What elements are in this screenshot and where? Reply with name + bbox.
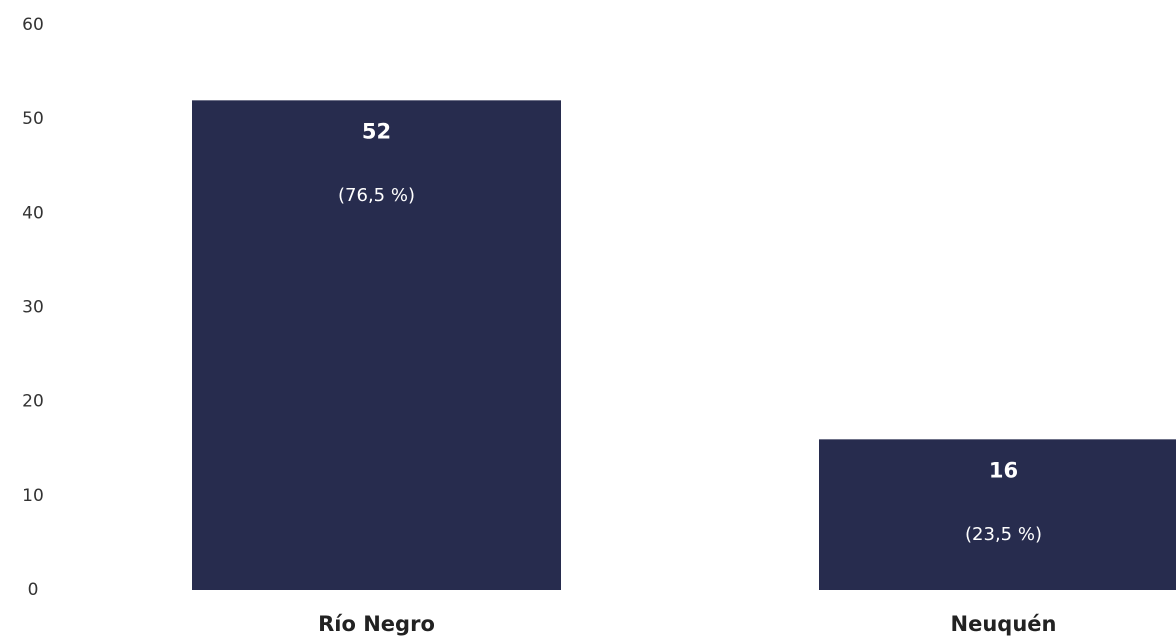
- bar: [192, 100, 561, 590]
- x-category-label: Río Negro: [318, 612, 435, 636]
- y-tick-label: 0: [28, 580, 39, 600]
- x-category-label: Neuquén: [951, 612, 1057, 636]
- bar-percent-label: (76,5 %): [338, 185, 415, 206]
- bar-value-label: 16: [989, 458, 1018, 482]
- y-tick-label: 60: [22, 15, 44, 35]
- bars: 52 (76,5 %) 16 (23,5 %): [192, 100, 1176, 590]
- bar-percent-label: (23,5 %): [965, 524, 1042, 545]
- y-axis: 0 10 20 30 40 50 60: [22, 15, 44, 600]
- y-tick-label: 20: [22, 392, 44, 412]
- x-axis: Río Negro Neuquén: [318, 612, 1056, 636]
- y-tick-label: 40: [22, 203, 44, 223]
- y-tick-label: 30: [22, 298, 44, 318]
- bar-value-label: 52: [362, 119, 391, 143]
- y-tick-label: 50: [22, 109, 44, 129]
- y-tick-label: 10: [22, 486, 44, 506]
